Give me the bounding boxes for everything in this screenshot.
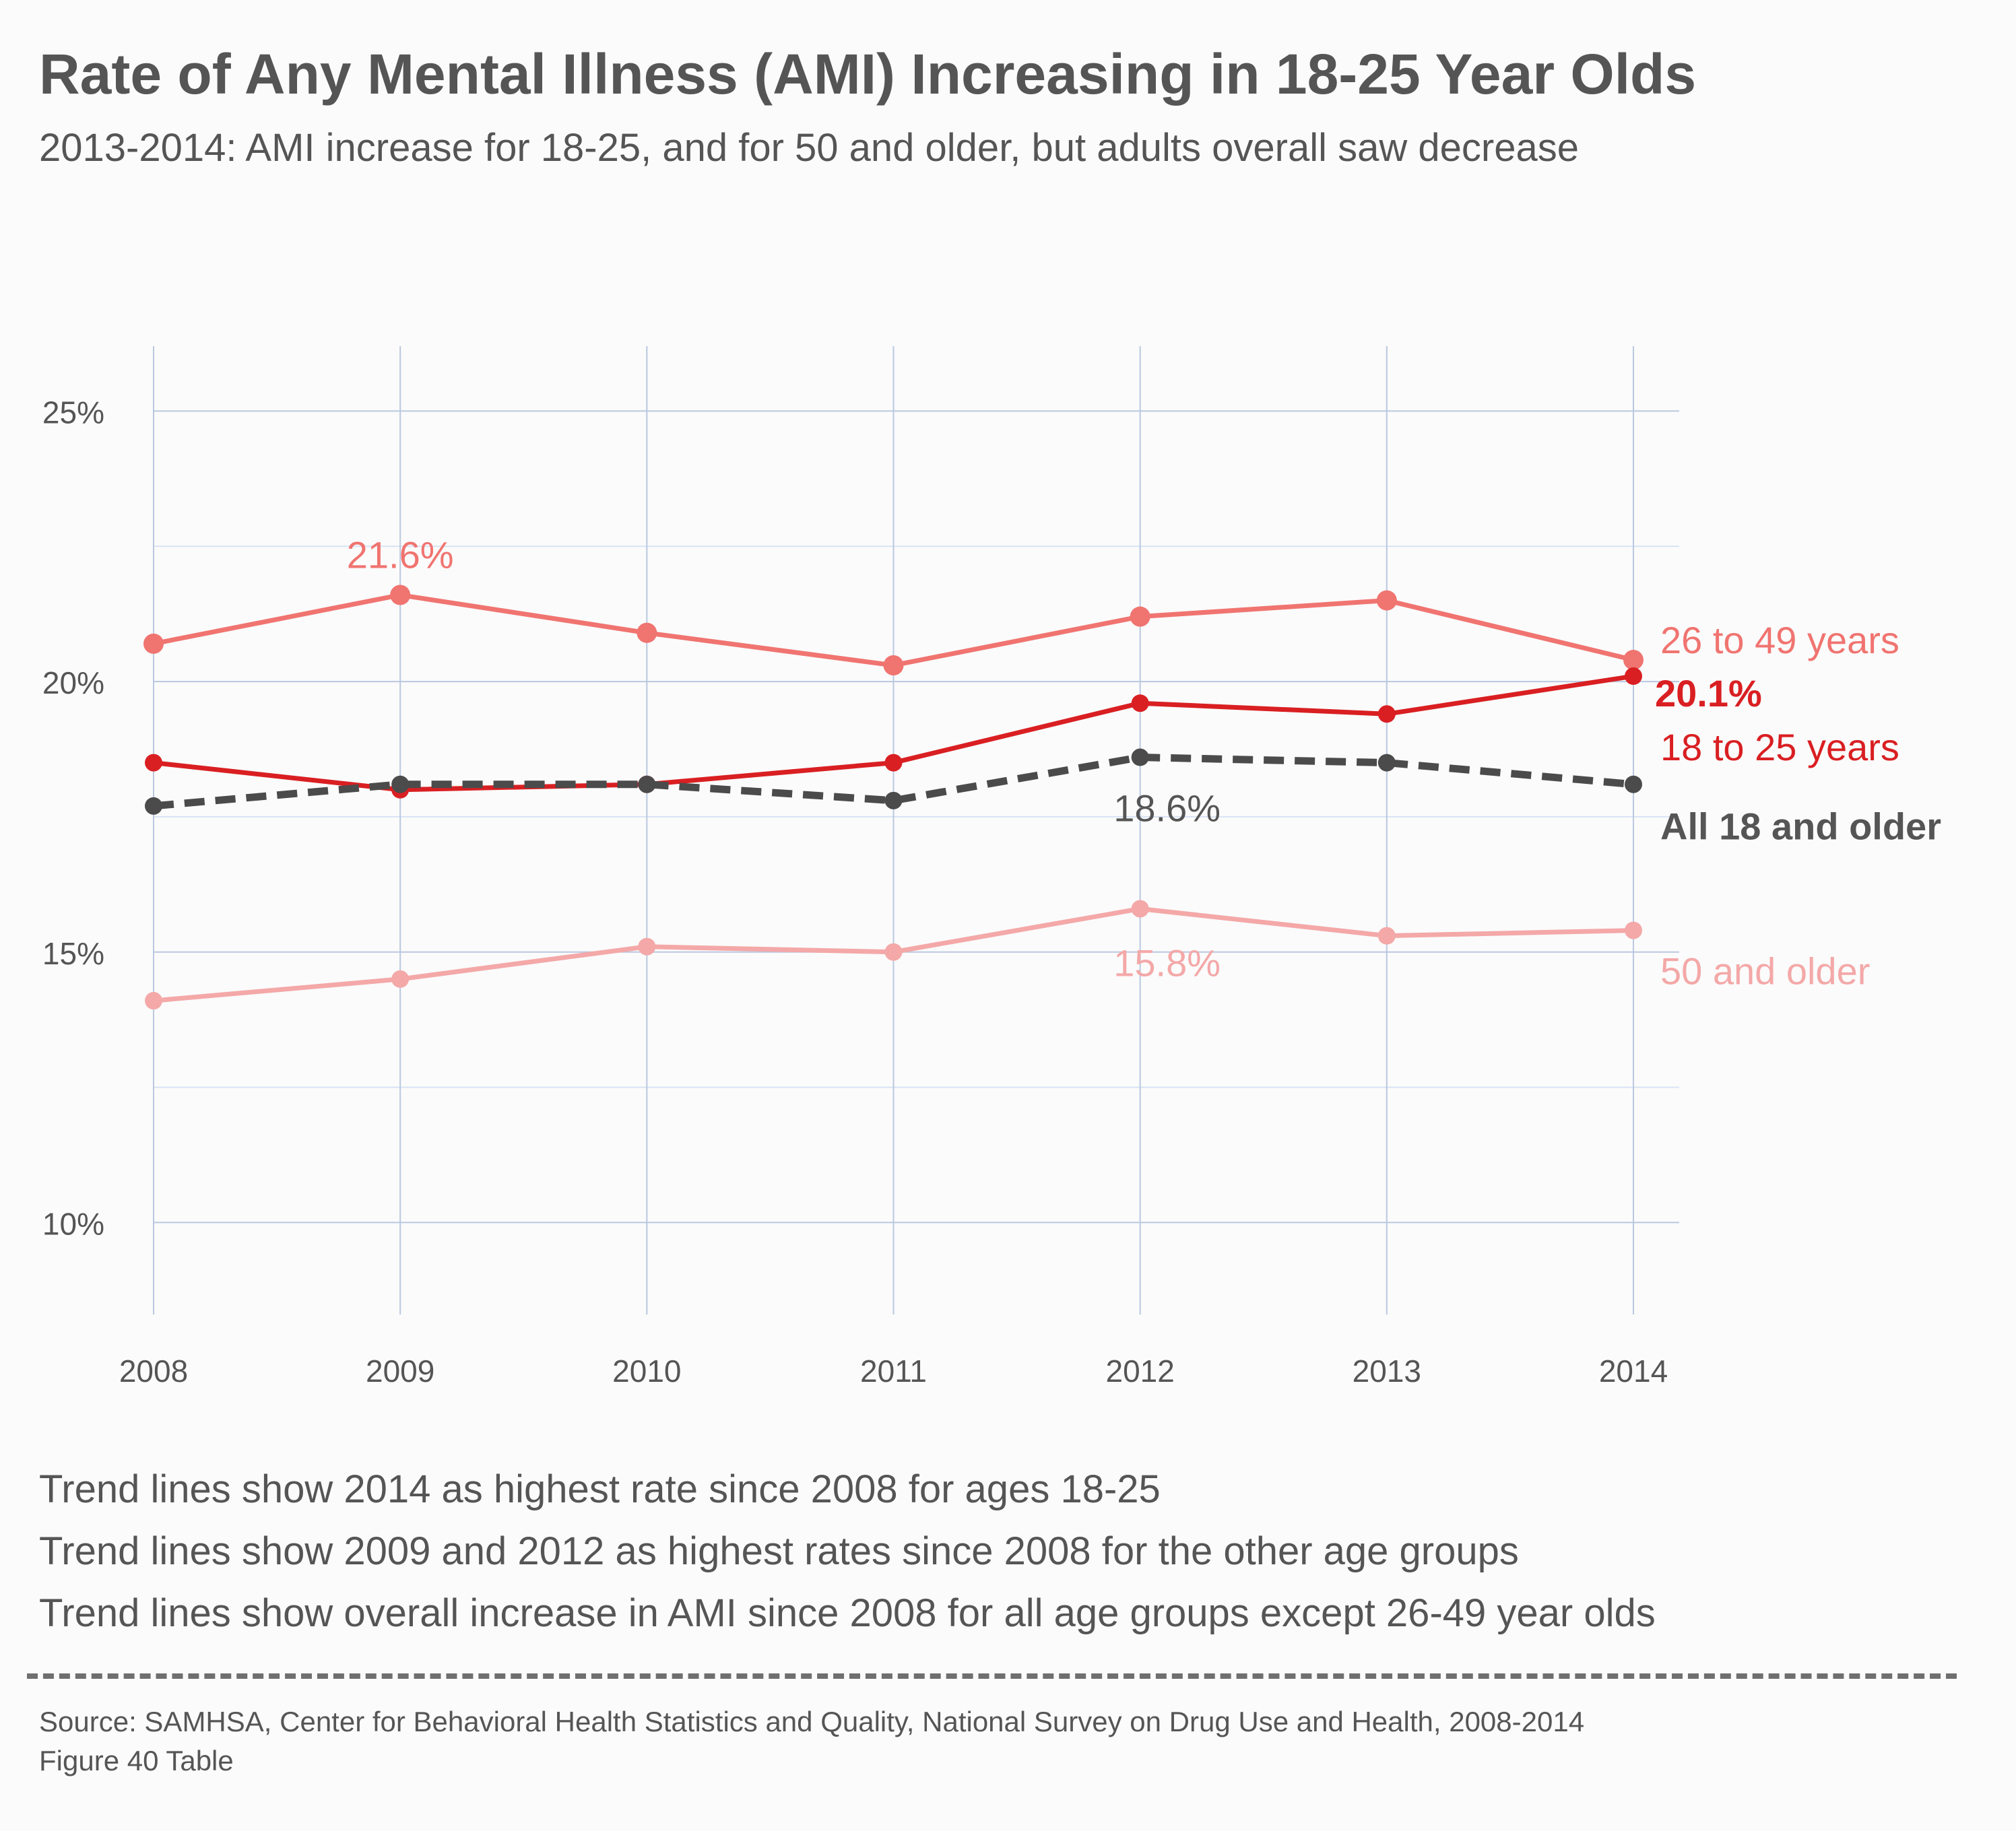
source-line: Source: SAMHSA, Center for Behavioral He…: [39, 1706, 1585, 1737]
x-tick-label: 2013: [1353, 1354, 1421, 1389]
note-line: Trend lines show 2009 and 2012 as highes…: [39, 1529, 1519, 1573]
note-line: Trend lines show overall increase in AMI…: [39, 1591, 1656, 1635]
axis-tick-labels: 10% 15% 20% 25% 2008 2009 2010 2011 2012 2013 2014: [42, 395, 1668, 1389]
data-point: [1377, 705, 1396, 723]
series-name-label: 26 to 49 years: [1660, 619, 1899, 661]
series-lines: [143, 585, 1644, 1010]
data-point: [883, 655, 904, 675]
x-tick-label: 2008: [119, 1354, 188, 1389]
data-point: [145, 754, 162, 772]
value-annotation: 21.6%: [347, 534, 454, 576]
note-line: Trend lines show 2014 as highest rate si…: [39, 1467, 1161, 1511]
y-tick-label: 25%: [42, 395, 104, 430]
y-tick-label: 15%: [42, 936, 104, 971]
data-point: [638, 775, 656, 793]
x-tick-label: 2009: [366, 1354, 434, 1389]
data-point: [1376, 590, 1397, 611]
grid-lines: [153, 346, 1679, 1314]
x-tick-label: 2010: [612, 1354, 681, 1389]
chart-subtitle: 2013-2014: AMI increase for 18-25, and f…: [39, 126, 1579, 170]
chart-title: Rate of Any Mental Illness (AMI) Increas…: [39, 42, 1697, 106]
series-name-label: All 18 and older: [1660, 805, 1941, 848]
y-tick-label: 10%: [42, 1206, 104, 1241]
data-point: [1131, 748, 1149, 766]
y-tick-label: 20%: [42, 665, 104, 700]
data-point: [1625, 667, 1642, 686]
data-point: [884, 943, 903, 961]
data-point: [391, 970, 410, 988]
series-name-label: 18 to 25 years: [1660, 726, 1899, 768]
data-point: [145, 992, 162, 1010]
chart-notes: Trend lines show 2014 as highest rate si…: [39, 1459, 1656, 1644]
value-annotation: 20.1%: [1655, 672, 1762, 714]
data-point: [638, 937, 656, 956]
data-point: [145, 797, 162, 815]
data-point: [884, 791, 903, 809]
data-point: [390, 585, 411, 605]
data-point: [637, 622, 657, 643]
data-point: [143, 633, 164, 654]
data-point: [1377, 927, 1396, 945]
data-point: [884, 754, 903, 772]
line-chart: 10% 15% 20% 25% 2008 2009 2010 2011 2012 2013 2014…: [42, 346, 1941, 1389]
data-point: [1130, 606, 1150, 627]
series-labels: 26 to 49 years 18 to 25 years All 18 and o…: [347, 534, 1941, 993]
value-annotation: 18.6%: [1113, 787, 1221, 830]
data-point: [1625, 775, 1642, 793]
source-note: Source: SAMHSA, Center for Behavioral He…: [39, 1702, 1584, 1780]
source-line: Figure 40 Table: [39, 1745, 234, 1776]
value-annotation: 15.8%: [1113, 941, 1221, 984]
divider: [27, 1673, 1957, 1679]
data-point: [1625, 921, 1642, 939]
data-point: [1131, 900, 1149, 918]
data-point: [391, 775, 410, 793]
data-point: [1623, 649, 1644, 670]
x-tick-label: 2012: [1105, 1354, 1174, 1389]
series-name-label: 50 and older: [1660, 950, 1870, 993]
x-tick-label: 2014: [1599, 1354, 1668, 1389]
data-point: [1377, 754, 1396, 772]
data-point: [1131, 694, 1149, 712]
x-tick-label: 2011: [860, 1354, 927, 1389]
